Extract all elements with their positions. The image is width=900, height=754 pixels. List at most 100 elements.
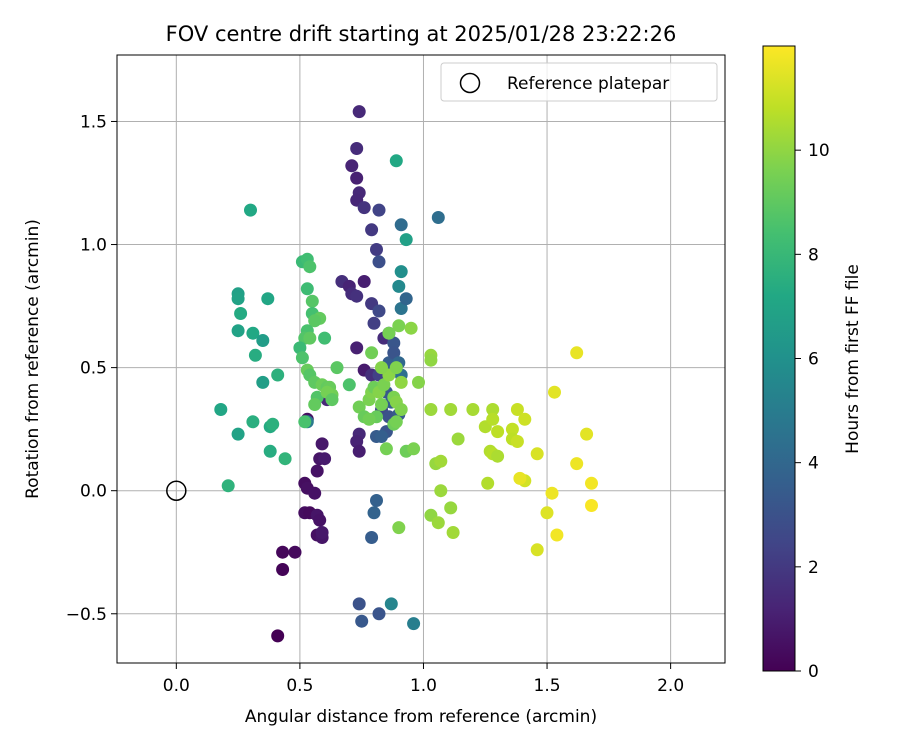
legend-marker-open-circle — [459, 72, 481, 94]
scatter-point — [271, 368, 285, 382]
scatter-point — [394, 403, 408, 416]
scatter-point — [370, 494, 383, 507]
scatter-point — [444, 403, 458, 416]
plot-frame — [116, 54, 726, 664]
scatter-point — [256, 375, 270, 389]
colorbar: 0 2 4 6 8 10 Hours from first FF file — [762, 45, 863, 682]
scatter-point — [540, 506, 554, 520]
scatter-point — [370, 243, 383, 256]
scatter-point — [271, 629, 285, 643]
scatter-point — [231, 324, 245, 338]
scatter-point — [276, 545, 290, 559]
scatter-point — [434, 484, 448, 498]
scatter-point — [404, 321, 418, 335]
scatter-point — [486, 412, 500, 426]
x-tick-label: 1.5 — [534, 676, 561, 696]
scatter-point — [548, 385, 561, 399]
scatter-point — [375, 398, 388, 411]
scatter-point — [295, 351, 309, 365]
scatter-point — [266, 417, 280, 431]
scatter-point — [394, 302, 408, 315]
scatter-point — [261, 292, 275, 306]
scatter-point — [248, 348, 262, 362]
scatter-point — [431, 211, 445, 224]
legend-label-reference-platepar: Reference platepar — [507, 74, 669, 94]
scatter-point — [431, 516, 445, 530]
colorbar-tick-label: 2 — [808, 558, 819, 578]
scatter-point — [510, 435, 524, 448]
scatter-point — [466, 403, 480, 416]
scatter-point — [518, 412, 532, 426]
scatter-point — [330, 361, 344, 375]
scatter-point — [570, 346, 584, 360]
colorbar-gradient — [762, 45, 796, 672]
scatter-point — [345, 159, 359, 173]
scatter-point — [585, 476, 598, 490]
scatter-point — [318, 331, 332, 345]
scatter-point — [412, 375, 425, 389]
y-tick-label: −0.5 — [66, 605, 107, 625]
x-axis-ticks: 0.0 0.5 1.0 1.5 2.0 — [163, 663, 684, 696]
scatter-point — [446, 526, 460, 539]
data-points — [166, 105, 598, 643]
scatter-point — [545, 486, 559, 500]
scatter-point — [570, 457, 584, 471]
colorbar-tick-label: 0 — [808, 662, 819, 682]
scatter-point — [352, 400, 366, 414]
scatter-point — [362, 412, 376, 426]
scatter-point — [308, 486, 322, 500]
scatter-point — [350, 435, 364, 448]
scatter-point — [246, 326, 260, 340]
scatter-point — [325, 393, 339, 407]
y-axis-label: Rotation from reference (arcmin) — [23, 219, 43, 499]
y-tick-label: 0.5 — [80, 359, 107, 379]
scatter-point — [505, 422, 519, 436]
scatter-point — [434, 454, 448, 468]
scatter-point — [392, 521, 406, 535]
scatter-point — [444, 501, 458, 515]
scatter-point — [298, 415, 312, 429]
scatter-point — [407, 617, 421, 631]
x-axis-label: Angular distance from reference (arcmin) — [245, 707, 597, 727]
scatter-point — [315, 526, 329, 539]
scatter-point — [365, 223, 379, 237]
scatter-point — [384, 597, 398, 611]
legend: Reference platepar — [440, 62, 718, 102]
scatter-point — [399, 292, 413, 306]
scatter-point — [278, 452, 292, 466]
scatter-point — [352, 105, 366, 119]
scatter-point — [382, 326, 396, 340]
y-tick-label: 0.0 — [80, 482, 107, 502]
scatter-point — [365, 346, 379, 360]
scatter-point — [491, 449, 505, 463]
scatter-point — [357, 201, 371, 215]
colorbar-label: Hours from first FF file — [843, 264, 863, 454]
scatter-point — [244, 203, 257, 217]
scatter-point — [357, 275, 371, 288]
scatter-point — [303, 260, 317, 274]
scatter-point — [377, 378, 391, 392]
scatter-point — [372, 304, 386, 318]
scatter-point — [424, 353, 438, 367]
scatter-point — [389, 154, 403, 168]
y-tick-label: 1.5 — [80, 112, 107, 132]
scatter-point — [256, 334, 270, 347]
scatter-point — [585, 499, 598, 512]
colorbar-tick-label: 10 — [808, 141, 830, 161]
scatter-point — [513, 471, 527, 485]
scatter-point — [350, 171, 364, 185]
scatter-point — [293, 341, 307, 355]
scatter-point — [263, 444, 277, 458]
scatter-point — [375, 361, 388, 375]
scatter-point — [580, 427, 594, 441]
scatter-point — [399, 233, 413, 247]
scatter-point — [365, 531, 379, 544]
colorbar-tick-label: 4 — [808, 454, 819, 474]
scatter-point — [350, 289, 364, 303]
scatter-point — [221, 479, 235, 493]
scatter-point — [303, 331, 317, 345]
grid — [117, 55, 725, 663]
x-tick-label: 0.0 — [163, 676, 190, 696]
scatter-point — [481, 476, 495, 490]
